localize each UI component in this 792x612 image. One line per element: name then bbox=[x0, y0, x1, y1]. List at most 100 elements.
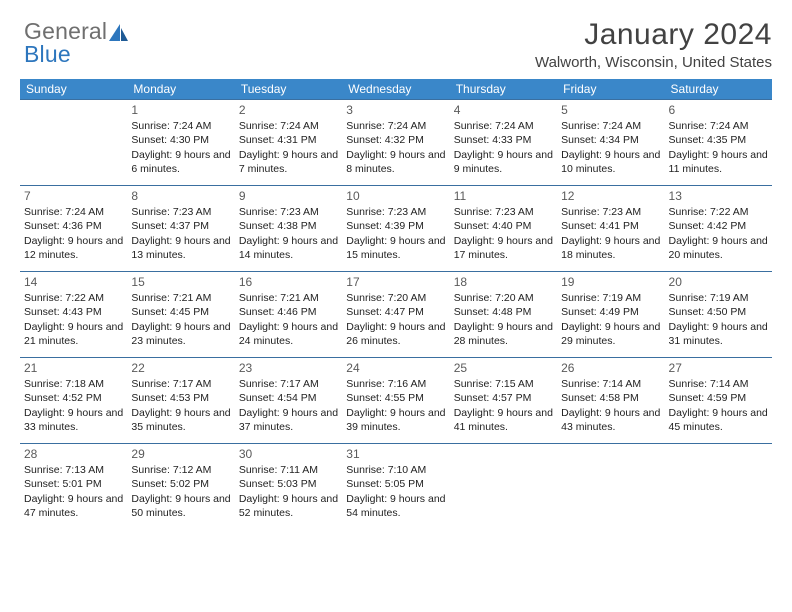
sunset-line: Sunset: 4:45 PM bbox=[131, 305, 230, 319]
sunset-line: Sunset: 4:33 PM bbox=[454, 133, 553, 147]
daylight-line: Daylight: 9 hours and 24 minutes. bbox=[239, 320, 338, 348]
daylight-line: Daylight: 9 hours and 14 minutes. bbox=[239, 234, 338, 262]
location: Walworth, Wisconsin, United States bbox=[535, 54, 772, 71]
daylight-line: Daylight: 9 hours and 39 minutes. bbox=[346, 406, 445, 434]
calendar-row: 7Sunrise: 7:24 AMSunset: 4:36 PMDaylight… bbox=[20, 186, 772, 272]
daylight-line: Daylight: 9 hours and 43 minutes. bbox=[561, 406, 660, 434]
sunset-line: Sunset: 4:32 PM bbox=[346, 133, 445, 147]
sunset-line: Sunset: 5:02 PM bbox=[131, 477, 230, 491]
sunrise-line: Sunrise: 7:17 AM bbox=[239, 377, 338, 391]
sunrise-line: Sunrise: 7:23 AM bbox=[346, 205, 445, 219]
day-number: 18 bbox=[454, 274, 553, 290]
month-title: January 2024 bbox=[535, 18, 772, 52]
sunset-line: Sunset: 5:03 PM bbox=[239, 477, 338, 491]
day-number: 12 bbox=[561, 188, 660, 204]
calendar-cell: 18Sunrise: 7:20 AMSunset: 4:48 PMDayligh… bbox=[450, 272, 557, 358]
sunrise-line: Sunrise: 7:18 AM bbox=[24, 377, 123, 391]
daylight-line: Daylight: 9 hours and 26 minutes. bbox=[346, 320, 445, 348]
sunset-line: Sunset: 4:46 PM bbox=[239, 305, 338, 319]
weekday-header: Saturday bbox=[665, 79, 772, 100]
day-number: 13 bbox=[669, 188, 768, 204]
daylight-line: Daylight: 9 hours and 20 minutes. bbox=[669, 234, 768, 262]
day-number: 23 bbox=[239, 360, 338, 376]
daylight-line: Daylight: 9 hours and 9 minutes. bbox=[454, 148, 553, 176]
sunrise-line: Sunrise: 7:14 AM bbox=[669, 377, 768, 391]
sunset-line: Sunset: 4:41 PM bbox=[561, 219, 660, 233]
daylight-line: Daylight: 9 hours and 17 minutes. bbox=[454, 234, 553, 262]
sunset-line: Sunset: 5:05 PM bbox=[346, 477, 445, 491]
sunrise-line: Sunrise: 7:23 AM bbox=[561, 205, 660, 219]
day-number: 6 bbox=[669, 102, 768, 118]
day-number: 15 bbox=[131, 274, 230, 290]
daylight-line: Daylight: 9 hours and 37 minutes. bbox=[239, 406, 338, 434]
sunrise-line: Sunrise: 7:14 AM bbox=[561, 377, 660, 391]
sunset-line: Sunset: 4:49 PM bbox=[561, 305, 660, 319]
weekday-header: Wednesday bbox=[342, 79, 449, 100]
calendar-cell: 27Sunrise: 7:14 AMSunset: 4:59 PMDayligh… bbox=[665, 358, 772, 444]
daylight-line: Daylight: 9 hours and 28 minutes. bbox=[454, 320, 553, 348]
calendar-cell: 26Sunrise: 7:14 AMSunset: 4:58 PMDayligh… bbox=[557, 358, 664, 444]
calendar-cell bbox=[450, 444, 557, 530]
day-number: 28 bbox=[24, 446, 123, 462]
logo: General Blue bbox=[20, 18, 129, 68]
sunset-line: Sunset: 4:57 PM bbox=[454, 391, 553, 405]
daylight-line: Daylight: 9 hours and 13 minutes. bbox=[131, 234, 230, 262]
daylight-line: Daylight: 9 hours and 35 minutes. bbox=[131, 406, 230, 434]
sunrise-line: Sunrise: 7:22 AM bbox=[24, 291, 123, 305]
sunset-line: Sunset: 4:34 PM bbox=[561, 133, 660, 147]
sunrise-line: Sunrise: 7:24 AM bbox=[24, 205, 123, 219]
sunrise-line: Sunrise: 7:20 AM bbox=[346, 291, 445, 305]
sunset-line: Sunset: 4:36 PM bbox=[24, 219, 123, 233]
day-number: 5 bbox=[561, 102, 660, 118]
weekday-header-row: Sunday Monday Tuesday Wednesday Thursday… bbox=[20, 79, 772, 100]
sunset-line: Sunset: 4:43 PM bbox=[24, 305, 123, 319]
sunset-line: Sunset: 4:53 PM bbox=[131, 391, 230, 405]
daylight-line: Daylight: 9 hours and 6 minutes. bbox=[131, 148, 230, 176]
sunset-line: Sunset: 4:50 PM bbox=[669, 305, 768, 319]
sunrise-line: Sunrise: 7:24 AM bbox=[239, 119, 338, 133]
day-number: 31 bbox=[346, 446, 445, 462]
sunset-line: Sunset: 4:54 PM bbox=[239, 391, 338, 405]
sunset-line: Sunset: 5:01 PM bbox=[24, 477, 123, 491]
sunrise-line: Sunrise: 7:19 AM bbox=[669, 291, 768, 305]
day-number: 21 bbox=[24, 360, 123, 376]
calendar-cell bbox=[557, 444, 664, 530]
header-right: January 2024 Walworth, Wisconsin, United… bbox=[535, 18, 772, 71]
daylight-line: Daylight: 9 hours and 33 minutes. bbox=[24, 406, 123, 434]
day-number: 4 bbox=[454, 102, 553, 118]
daylight-line: Daylight: 9 hours and 21 minutes. bbox=[24, 320, 123, 348]
sunrise-line: Sunrise: 7:16 AM bbox=[346, 377, 445, 391]
day-number: 26 bbox=[561, 360, 660, 376]
sunset-line: Sunset: 4:37 PM bbox=[131, 219, 230, 233]
daylight-line: Daylight: 9 hours and 10 minutes. bbox=[561, 148, 660, 176]
calendar-cell: 3Sunrise: 7:24 AMSunset: 4:32 PMDaylight… bbox=[342, 100, 449, 186]
sunrise-line: Sunrise: 7:21 AM bbox=[239, 291, 338, 305]
sunrise-line: Sunrise: 7:20 AM bbox=[454, 291, 553, 305]
day-number: 22 bbox=[131, 360, 230, 376]
day-number: 3 bbox=[346, 102, 445, 118]
daylight-line: Daylight: 9 hours and 18 minutes. bbox=[561, 234, 660, 262]
calendar-cell: 21Sunrise: 7:18 AMSunset: 4:52 PMDayligh… bbox=[20, 358, 127, 444]
daylight-line: Daylight: 9 hours and 12 minutes. bbox=[24, 234, 123, 262]
day-number: 17 bbox=[346, 274, 445, 290]
daylight-line: Daylight: 9 hours and 15 minutes. bbox=[346, 234, 445, 262]
calendar-table: Sunday Monday Tuesday Wednesday Thursday… bbox=[20, 79, 772, 530]
day-number: 8 bbox=[131, 188, 230, 204]
daylight-line: Daylight: 9 hours and 23 minutes. bbox=[131, 320, 230, 348]
day-number: 16 bbox=[239, 274, 338, 290]
day-number: 1 bbox=[131, 102, 230, 118]
calendar-row: 28Sunrise: 7:13 AMSunset: 5:01 PMDayligh… bbox=[20, 444, 772, 530]
sunrise-line: Sunrise: 7:15 AM bbox=[454, 377, 553, 391]
daylight-line: Daylight: 9 hours and 7 minutes. bbox=[239, 148, 338, 176]
sunrise-line: Sunrise: 7:21 AM bbox=[131, 291, 230, 305]
calendar-row: 14Sunrise: 7:22 AMSunset: 4:43 PMDayligh… bbox=[20, 272, 772, 358]
sunrise-line: Sunrise: 7:11 AM bbox=[239, 463, 338, 477]
daylight-line: Daylight: 9 hours and 29 minutes. bbox=[561, 320, 660, 348]
logo-text: General Blue bbox=[20, 18, 107, 68]
calendar-cell: 28Sunrise: 7:13 AMSunset: 5:01 PMDayligh… bbox=[20, 444, 127, 530]
calendar-cell: 29Sunrise: 7:12 AMSunset: 5:02 PMDayligh… bbox=[127, 444, 234, 530]
day-number: 10 bbox=[346, 188, 445, 204]
day-number: 14 bbox=[24, 274, 123, 290]
daylight-line: Daylight: 9 hours and 45 minutes. bbox=[669, 406, 768, 434]
sunrise-line: Sunrise: 7:19 AM bbox=[561, 291, 660, 305]
